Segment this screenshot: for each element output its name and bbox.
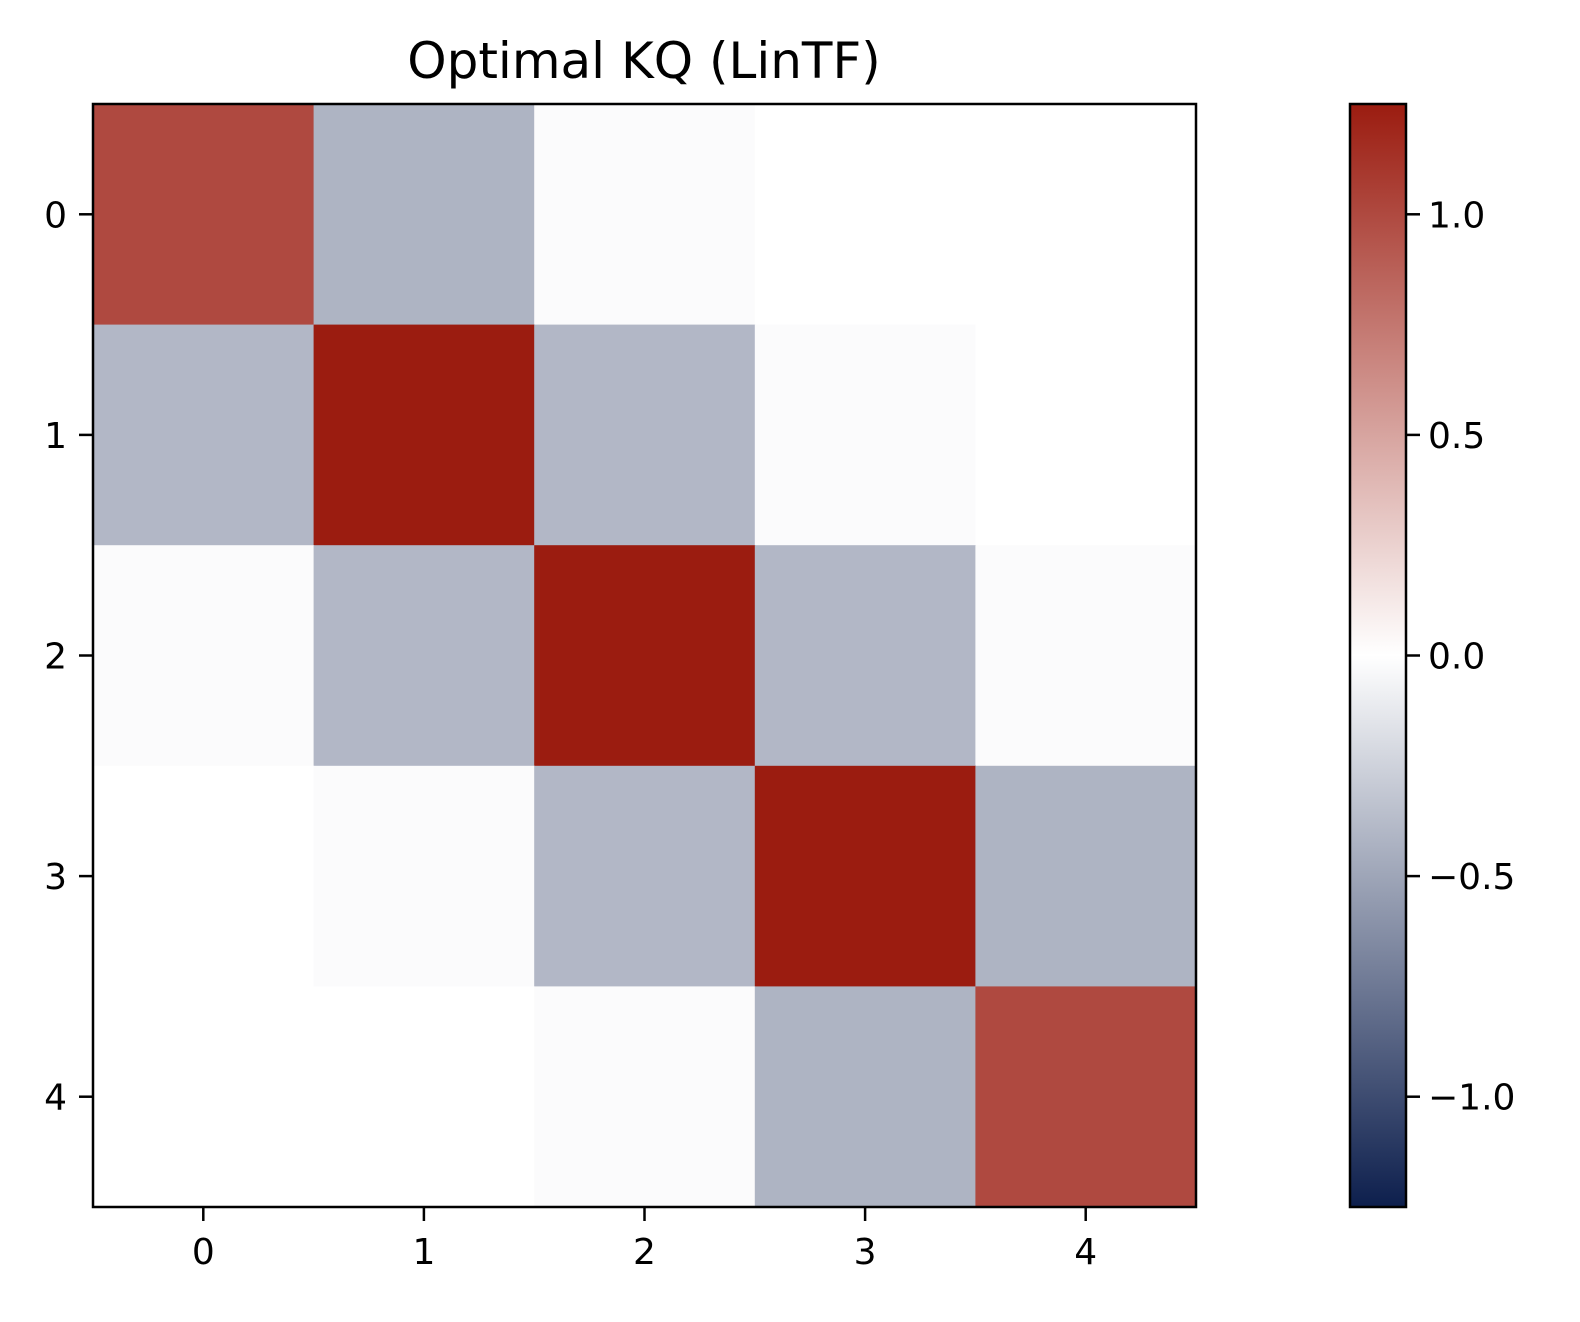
heatmap-cell [534,104,756,326]
heatmap-cells [93,104,1197,1208]
x-axis: 0 1 2 3 4 [192,1207,1097,1273]
heatmap-cell [93,986,315,1208]
heatmap-cell [534,986,756,1208]
y-axis: 0 1 2 3 4 [44,195,93,1119]
heatmap-cell [754,765,976,987]
y-tick-label: 1 [44,416,67,457]
heatmap-cell [754,545,976,767]
colorbar-tick-label: 0.0 [1428,637,1485,678]
heatmap-cell [754,986,976,1208]
heatmap-cell [534,765,756,987]
heatmap-cell [313,324,535,546]
heatmap-cell [93,765,315,987]
heatmap-cell [313,986,535,1208]
heatmap-cell [313,545,535,767]
y-tick-label: 3 [44,857,67,898]
heatmap-cell [975,986,1197,1208]
colorbar-tick-label: 1.0 [1428,195,1485,236]
x-tick-label: 0 [192,1232,215,1273]
colorbar-ticks: 1.0 0.5 0.0 −0.5 −1.0 [1406,195,1515,1119]
colorbar-tick-label: −0.5 [1428,857,1515,898]
heatmap-cell [754,104,976,326]
x-tick-label: 2 [633,1232,656,1273]
heatmap-cell [93,545,315,767]
heatmap-cell [975,765,1197,987]
heatmap-cell [754,324,976,546]
chart-title: Optimal KQ (LinTF) [407,32,881,90]
x-tick-label: 1 [412,1232,435,1273]
heatmap-cell [975,104,1197,326]
heatmap-cell [534,545,756,767]
y-tick-label: 0 [44,195,67,236]
heatmap-cell [93,324,315,546]
colorbar-gradient [1348,102,1408,1209]
heatmap-cell [93,104,315,326]
x-tick-label: 4 [1074,1232,1097,1273]
x-tick-label: 3 [854,1232,877,1273]
y-tick-label: 4 [44,1078,67,1119]
heatmap-cell [313,104,535,326]
y-tick-label: 2 [44,637,67,678]
heatmap-cell [534,324,756,546]
colorbar: 1.0 0.5 0.0 −0.5 −1.0 [1348,102,1515,1209]
colorbar-tick-label: −1.0 [1428,1078,1515,1119]
colorbar-tick-label: 0.5 [1428,416,1485,457]
heatmap-cell [975,545,1197,767]
heatmap-cell [975,324,1197,546]
heatmap-cell [313,765,535,987]
